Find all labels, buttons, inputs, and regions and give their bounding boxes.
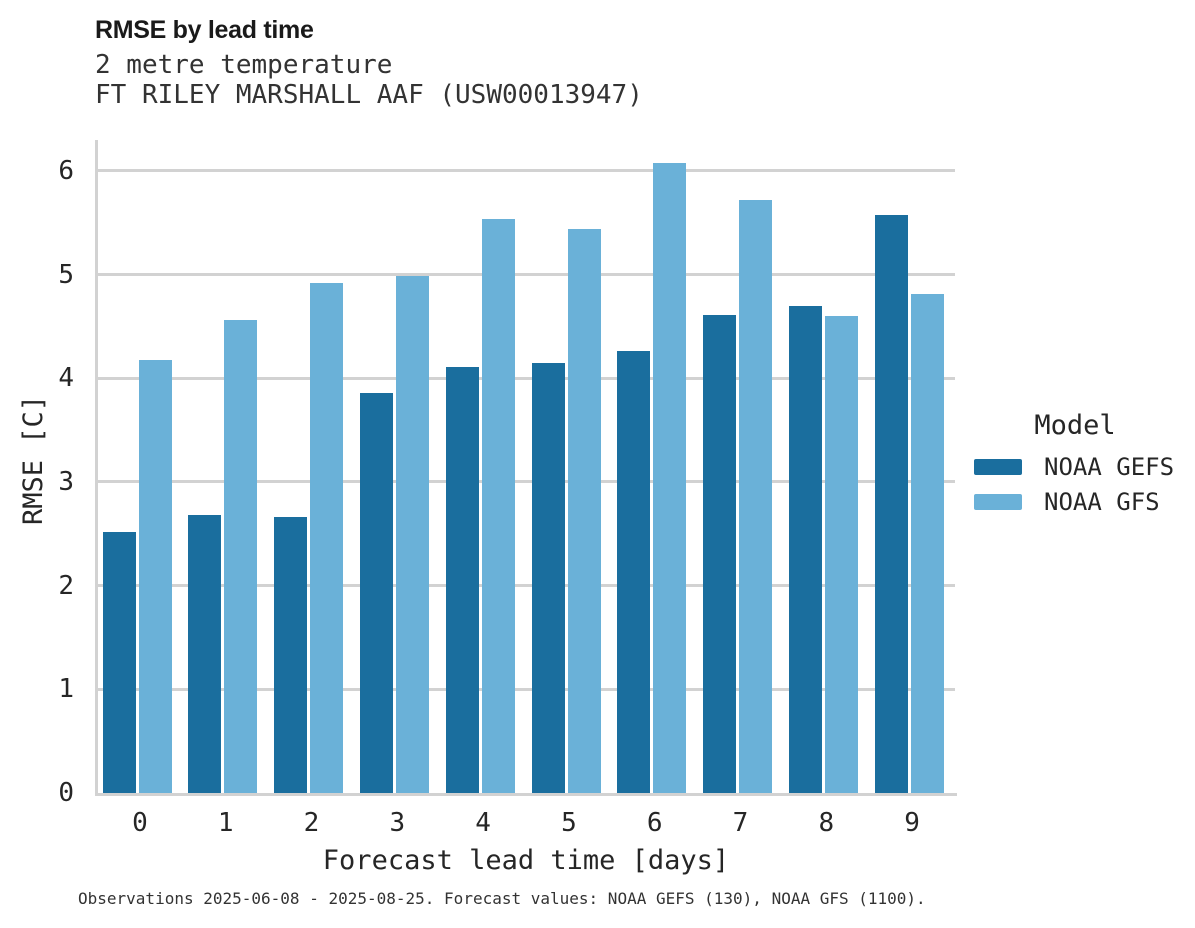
x-tick-label-2: 2 — [303, 808, 320, 838]
bar-noaa-gfs-day-3 — [395, 275, 429, 793]
bar-noaa-gefs-day-2 — [274, 517, 308, 793]
legend-title: Model — [1034, 410, 1116, 441]
bar-noaa-gefs-day-9 — [874, 215, 908, 793]
x-tick-label-9: 9 — [904, 808, 920, 838]
y-axis-spine — [95, 140, 98, 796]
x-tick-label-7: 7 — [732, 808, 749, 838]
x-tick-label-0: 0 — [132, 808, 148, 838]
legend-label: NOAA GFS — [1044, 487, 1160, 516]
bar-noaa-gfs-day-0 — [138, 359, 172, 793]
y-tick-label-5: 5 — [58, 259, 74, 290]
gridline-y-1 — [97, 687, 955, 691]
bar-noaa-gfs-day-7 — [739, 199, 773, 793]
x-tick-label-1: 1 — [217, 808, 234, 838]
gridline-y-2 — [97, 584, 955, 588]
x-tick-label-5: 5 — [561, 808, 577, 838]
legend-swatch-noaa-gfs — [974, 493, 1022, 510]
x-tick-label-6: 6 — [646, 808, 663, 838]
legend-swatch-noaa-gefs — [974, 458, 1022, 475]
x-axis-spine — [95, 793, 957, 796]
gridline-y-4 — [97, 376, 955, 380]
footer-caption: Observations 2025-06-08 - 2025-08-25. Fo… — [78, 889, 926, 908]
y-tick-label-0: 0 — [58, 778, 74, 808]
gridline-y-3 — [97, 480, 955, 484]
bar-noaa-gfs-day-8 — [824, 315, 858, 793]
bar-noaa-gfs-day-6 — [653, 162, 687, 793]
chart-title: RMSE by lead time — [95, 16, 314, 44]
bar-noaa-gefs-day-1 — [188, 515, 222, 793]
bar-noaa-gefs-day-0 — [102, 531, 136, 793]
y-tick-label-6: 6 — [58, 155, 74, 186]
x-tick-label-8: 8 — [818, 808, 835, 838]
bar-noaa-gfs-day-9 — [910, 294, 944, 793]
bar-noaa-gefs-day-6 — [617, 351, 651, 793]
y-tick-label-1: 1 — [58, 674, 74, 705]
gridline-y-5 — [97, 273, 955, 276]
chart-subtitle-variable: 2 metre temperature — [95, 50, 393, 80]
y-tick-label-3: 3 — [58, 466, 74, 497]
y-tick-label-4: 4 — [58, 363, 74, 394]
legend-label: NOAA GEFS — [1044, 452, 1175, 481]
bar-noaa-gefs-day-7 — [703, 314, 737, 793]
legend: Model NOAA GEFS NOAA GFS — [974, 410, 1176, 519]
chart-subtitle-station: FT RILEY MARSHALL AAF (USW00013947) — [95, 80, 643, 110]
legend-row-noaa-gfs: NOAA GFS — [974, 484, 1176, 519]
bar-noaa-gfs-day-2 — [310, 282, 344, 793]
bar-noaa-gfs-day-4 — [481, 218, 515, 793]
x-tick-label-3: 3 — [389, 808, 406, 838]
x-axis-label: Forecast lead time [days] — [322, 845, 730, 876]
bar-noaa-gefs-day-8 — [788, 305, 822, 793]
x-tick-label-4: 4 — [475, 808, 491, 838]
gridline-y-6 — [97, 169, 955, 173]
bar-noaa-gefs-day-5 — [531, 362, 565, 793]
y-tick-label-2: 2 — [58, 570, 74, 601]
bar-noaa-gefs-day-3 — [359, 392, 393, 793]
bar-noaa-gfs-day-1 — [224, 320, 258, 793]
bar-noaa-gfs-day-5 — [567, 228, 601, 793]
bar-noaa-gefs-day-4 — [445, 366, 479, 793]
legend-row-noaa-gefs: NOAA GEFS — [974, 449, 1176, 484]
